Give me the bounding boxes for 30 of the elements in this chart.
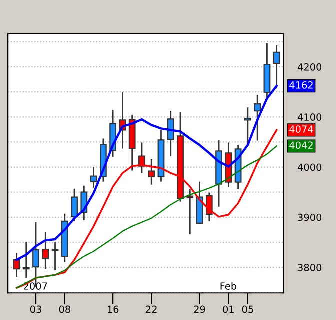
candlestick [90, 166, 98, 189]
x-tick-label: 05 [242, 306, 254, 314]
candlestick [52, 242, 59, 271]
annotation: Feb [220, 282, 237, 290]
x-tick-label: 08 [59, 306, 70, 314]
candlestick [138, 142, 146, 174]
candlestick [71, 188, 78, 222]
candlestick [42, 231, 50, 270]
data-label: 4042 [290, 142, 313, 150]
candlestick [186, 188, 194, 236]
x-tick-label: 16 [108, 306, 119, 314]
y-tick-label: 4100 [298, 114, 322, 121]
y-tick-label: 4000 [298, 164, 322, 172]
annotation: 2007 [24, 282, 48, 290]
y-tick-label: 3800 [298, 264, 322, 272]
x-tick-label: 22 [146, 306, 157, 314]
candlestick [244, 106, 252, 146]
candlestick [148, 158, 156, 186]
candlestick [206, 192, 213, 222]
candlestick [273, 44, 280, 90]
data-label: 4074 [290, 126, 314, 133]
x-tick-label: 01 [223, 306, 234, 314]
candlestick [22, 241, 30, 279]
x-tick-label: 29 [194, 306, 206, 314]
data-label: 4162 [290, 82, 313, 89]
candlestick [167, 110, 174, 157]
y-tick-label: 3900 [298, 214, 322, 222]
y-tick-label: 4200 [298, 63, 322, 71]
x-tick-label: 03 [30, 306, 42, 314]
candlestick [254, 94, 262, 142]
